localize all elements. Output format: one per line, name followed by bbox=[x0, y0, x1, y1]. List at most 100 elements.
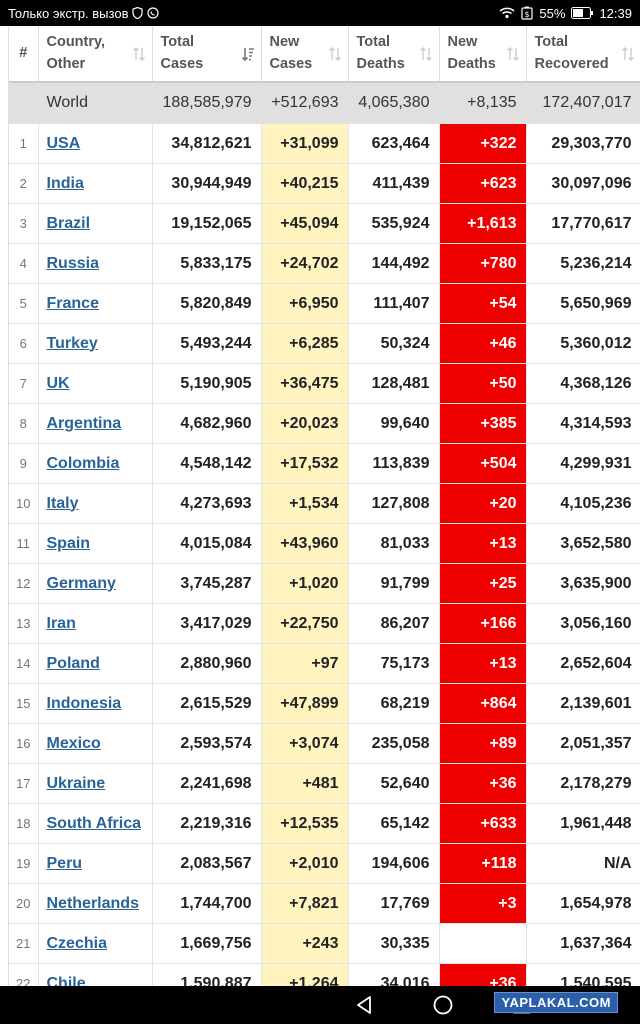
total-recovered-cell: 3,652,580 bbox=[526, 523, 640, 564]
new-cases-cell: +43,960 bbox=[261, 523, 349, 564]
table-row: 16 Mexico 2,593,574 +3,074 235,058 +89 2,051,3… bbox=[9, 723, 640, 764]
country-link[interactable]: Iran bbox=[46, 614, 76, 632]
total-recovered-cell: 2,178,279 bbox=[526, 763, 640, 804]
new-deaths-cell: +36 bbox=[439, 963, 527, 986]
total-cases-cell: 2,615,529 bbox=[152, 683, 262, 724]
total-deaths-cell: 111,407 bbox=[348, 283, 440, 324]
total-cases-cell: 2,219,316 bbox=[152, 803, 262, 844]
country-link[interactable]: Colombia bbox=[46, 454, 120, 472]
new-deaths-cell: +54 bbox=[439, 283, 527, 324]
total-cases-cell: 1,590,887 bbox=[152, 963, 262, 986]
header-new-cases[interactable]: New Cases bbox=[261, 26, 349, 83]
total-deaths-cell: 75,173 bbox=[348, 643, 440, 684]
total-deaths-cell: 194,606 bbox=[348, 843, 440, 884]
country-link[interactable]: USA bbox=[46, 134, 81, 152]
battery-percent: 55% bbox=[539, 5, 566, 21]
country-link[interactable]: Poland bbox=[46, 654, 100, 672]
world-new-cases: +512,693 bbox=[261, 82, 349, 124]
new-cases-cell: +47,899 bbox=[261, 683, 349, 724]
country-cell: Germany bbox=[38, 563, 153, 604]
country-cell: USA bbox=[38, 123, 153, 164]
total-deaths-cell: 128,481 bbox=[348, 363, 440, 404]
rank-cell: 8 bbox=[9, 403, 39, 444]
total-cases-cell: 2,593,574 bbox=[152, 723, 262, 764]
country-cell: Colombia bbox=[38, 443, 153, 484]
sort-desc-icon bbox=[241, 46, 255, 62]
sort-icon bbox=[132, 46, 146, 62]
total-recovered-cell: N/A bbox=[526, 843, 640, 884]
rank-cell: 9 bbox=[9, 443, 39, 484]
total-recovered-cell: 3,635,900 bbox=[526, 563, 640, 604]
country-link[interactable]: France bbox=[46, 294, 99, 312]
clock: 12:39 bbox=[599, 5, 632, 21]
rank-cell: 3 bbox=[9, 203, 39, 244]
total-deaths-cell: 91,799 bbox=[348, 563, 440, 604]
table-row: 17 Ukraine 2,241,698 +481 52,640 +36 2,178,279 bbox=[9, 763, 640, 804]
new-deaths-cell: +322 bbox=[439, 123, 527, 164]
total-deaths-cell: 65,142 bbox=[348, 803, 440, 844]
total-deaths-cell: 17,769 bbox=[348, 883, 440, 924]
country-link[interactable]: UK bbox=[46, 374, 70, 392]
world-label: World bbox=[38, 82, 153, 124]
home-icon[interactable] bbox=[431, 994, 455, 1016]
rank-cell: 6 bbox=[9, 323, 39, 364]
total-recovered-cell: 2,051,357 bbox=[526, 723, 640, 764]
header-row: # Country, Other Total Cases New Cases T… bbox=[9, 26, 640, 83]
total-cases-cell: 5,190,905 bbox=[152, 363, 262, 404]
country-link[interactable]: Chile bbox=[46, 974, 86, 987]
country-link[interactable]: Mexico bbox=[46, 734, 101, 752]
country-link[interactable]: Peru bbox=[46, 854, 83, 872]
total-deaths-cell: 411,439 bbox=[348, 163, 440, 204]
total-deaths-cell: 30,335 bbox=[348, 923, 440, 964]
new-cases-cell: +1,264 bbox=[261, 963, 349, 986]
new-cases-cell: +17,532 bbox=[261, 443, 349, 484]
new-deaths-cell: +50 bbox=[439, 363, 527, 404]
table-row: 4 Russia 5,833,175 +24,702 144,492 +780 5,236,… bbox=[9, 243, 640, 284]
header-total-deaths[interactable]: Total Deaths bbox=[348, 26, 440, 83]
rank-cell: 15 bbox=[9, 683, 39, 724]
covid-table-container[interactable]: # Country, Other Total Cases New Cases T… bbox=[8, 26, 640, 986]
total-deaths-cell: 34,016 bbox=[348, 963, 440, 986]
header-total-cases[interactable]: Total Cases bbox=[152, 26, 262, 83]
header-new-deaths[interactable]: New Deaths bbox=[439, 26, 527, 83]
country-cell: Mexico bbox=[38, 723, 153, 764]
back-icon[interactable] bbox=[352, 994, 376, 1016]
rank-cell: 12 bbox=[9, 563, 39, 604]
header-rank: # bbox=[9, 26, 39, 83]
table-row: 11 Spain 4,015,084 +43,960 81,033 +13 3,652,58… bbox=[9, 523, 640, 564]
world-new-deaths: +8,135 bbox=[439, 82, 527, 124]
country-link[interactable]: Russia bbox=[46, 254, 99, 272]
country-link[interactable]: Czechia bbox=[46, 934, 107, 952]
total-deaths-cell: 99,640 bbox=[348, 403, 440, 444]
total-cases-cell: 5,493,244 bbox=[152, 323, 262, 364]
new-deaths-cell: +89 bbox=[439, 723, 527, 764]
total-recovered-cell: 1,637,364 bbox=[526, 923, 640, 964]
country-cell: Poland bbox=[38, 643, 153, 684]
country-link[interactable]: South Africa bbox=[46, 814, 142, 832]
country-link[interactable]: Italy bbox=[46, 494, 79, 512]
table-row: 10 Italy 4,273,693 +1,534 127,808 +20 4,105,23… bbox=[9, 483, 640, 524]
table-row: 12 Germany 3,745,287 +1,020 91,799 +25 3,635,9… bbox=[9, 563, 640, 604]
country-link[interactable]: Indonesia bbox=[46, 694, 122, 712]
new-cases-cell: +40,215 bbox=[261, 163, 349, 204]
country-link[interactable]: Netherlands bbox=[46, 894, 139, 912]
total-deaths-cell: 113,839 bbox=[348, 443, 440, 484]
new-deaths-cell: +25 bbox=[439, 563, 527, 604]
header-country[interactable]: Country, Other bbox=[38, 26, 153, 83]
country-link[interactable]: Argentina bbox=[46, 414, 122, 432]
country-link[interactable]: Turkey bbox=[46, 334, 98, 352]
header-total-recovered[interactable]: Total Recovered bbox=[526, 26, 640, 83]
country-link[interactable]: Germany bbox=[46, 574, 116, 592]
country-link[interactable]: Ukraine bbox=[46, 774, 106, 792]
rank-cell: 21 bbox=[9, 923, 39, 964]
country-link[interactable]: India bbox=[46, 174, 84, 192]
table-row: 20 Netherlands 1,744,700 +7,821 17,769 +3 1,65… bbox=[9, 883, 640, 924]
country-link[interactable]: Brazil bbox=[46, 214, 91, 232]
whatsapp-icon bbox=[147, 7, 160, 19]
table-row: 19 Peru 2,083,567 +2,010 194,606 +118 N/A bbox=[9, 843, 640, 884]
new-deaths-cell: +13 bbox=[439, 523, 527, 564]
country-link[interactable]: Spain bbox=[46, 534, 91, 552]
table-row: 3 Brazil 19,152,065 +45,094 535,924 +1,613 17,… bbox=[9, 203, 640, 244]
new-deaths-cell: +46 bbox=[439, 323, 527, 364]
total-cases-cell: 4,682,960 bbox=[152, 403, 262, 444]
